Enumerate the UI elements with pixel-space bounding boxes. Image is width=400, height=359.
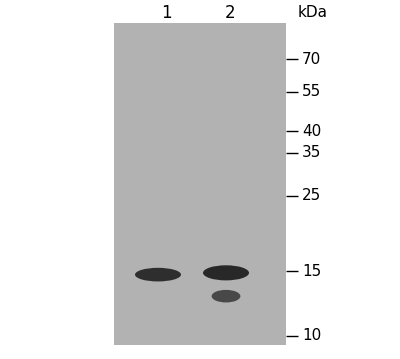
Text: 2: 2: [225, 4, 235, 22]
Text: 15: 15: [302, 264, 321, 279]
Text: kDa: kDa: [298, 5, 328, 20]
Text: 25: 25: [302, 188, 321, 203]
Text: 10: 10: [302, 328, 321, 343]
Ellipse shape: [212, 290, 240, 302]
Ellipse shape: [135, 268, 181, 281]
Text: 55: 55: [302, 84, 321, 99]
Text: 1: 1: [161, 4, 171, 22]
Ellipse shape: [203, 265, 249, 280]
Text: 70: 70: [302, 52, 321, 67]
Text: 35: 35: [302, 145, 321, 160]
Text: 40: 40: [302, 123, 321, 139]
FancyBboxPatch shape: [114, 23, 286, 345]
